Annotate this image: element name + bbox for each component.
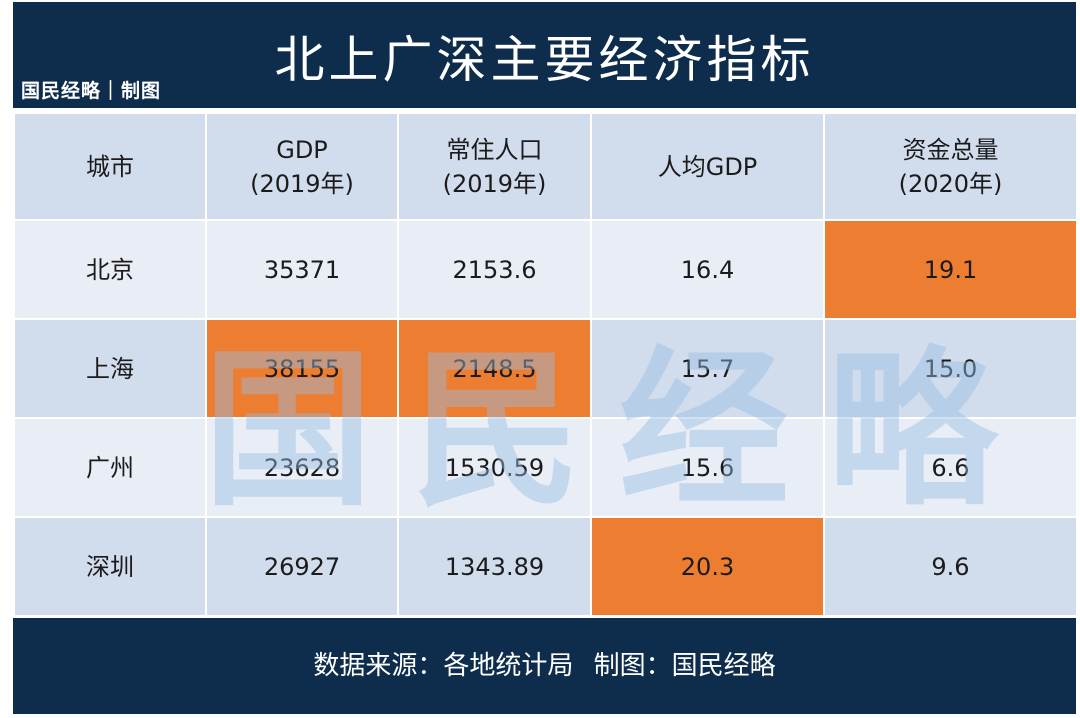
cell-funds: 9.6 [823, 516, 1078, 617]
cell-city: 北京 [13, 219, 207, 320]
brand-credit: 国民经略｜制图 [21, 80, 162, 102]
cell-population-highlighted: 2148.5 [397, 318, 592, 419]
cell-city: 广州 [13, 417, 207, 518]
cell-funds: 6.6 [823, 417, 1078, 518]
cell-gdp-highlighted: 38155 [205, 318, 399, 419]
table-row: 广州 23628 1530.59 15.6 6.6 [13, 417, 1078, 518]
cell-funds-highlighted: 19.1 [823, 219, 1078, 320]
cell-gdp: 35371 [205, 219, 399, 320]
table-header-row: 城市 GDP (2019年) 常住人口 (2019年) 人均GDP 资金总量 (202… [13, 112, 1078, 221]
title-banner: 北上广深主要经济指标 国民经略｜制图 [13, 2, 1076, 108]
cell-population: 2153.6 [397, 219, 592, 320]
table-row: 上海 38155 2148.5 15.7 15.0 [13, 318, 1078, 419]
chart-credit: 制图：国民经略 [593, 651, 776, 681]
cell-gdp-per-capita: 15.7 [590, 318, 825, 419]
cell-gdp-per-capita: 16.4 [590, 219, 825, 320]
column-header-gdp: GDP (2019年) [205, 112, 399, 221]
economic-indicators-table: 城市 GDP (2019年) 常住人口 (2019年) 人均GDP 资金总量 (202… [13, 112, 1078, 617]
infographic: 北上广深主要经济指标 国民经略｜制图 城市 GDP (2019年) 常住人口 (20… [13, 2, 1078, 714]
table-row: 深圳 26927 1343.89 20.3 9.6 [13, 516, 1078, 617]
cell-gdp: 26927 [205, 516, 399, 617]
cell-funds: 15.0 [823, 318, 1078, 419]
column-header-city: 城市 [13, 112, 207, 221]
column-header-population: 常住人口 (2019年) [397, 112, 592, 221]
cell-population: 1530.59 [397, 417, 592, 518]
cell-city: 上海 [13, 318, 207, 419]
cell-gdp-per-capita: 15.6 [590, 417, 825, 518]
cell-population: 1343.89 [397, 516, 592, 617]
footer-banner: 数据来源：各地统计局 制图：国民经略 [13, 618, 1076, 714]
table-row: 北京 35371 2153.6 16.4 19.1 [13, 219, 1078, 320]
page-title: 北上广深主要经济指标 [274, 31, 815, 89]
cell-gdp: 23628 [205, 417, 399, 518]
data-source: 数据来源：各地统计局 [313, 651, 574, 681]
column-header-gdp-per-capita: 人均GDP [590, 112, 825, 221]
column-header-funds: 资金总量 (2020年) [823, 112, 1078, 221]
cell-gdp-per-capita-highlighted: 20.3 [590, 516, 825, 617]
cell-city: 深圳 [13, 516, 207, 617]
